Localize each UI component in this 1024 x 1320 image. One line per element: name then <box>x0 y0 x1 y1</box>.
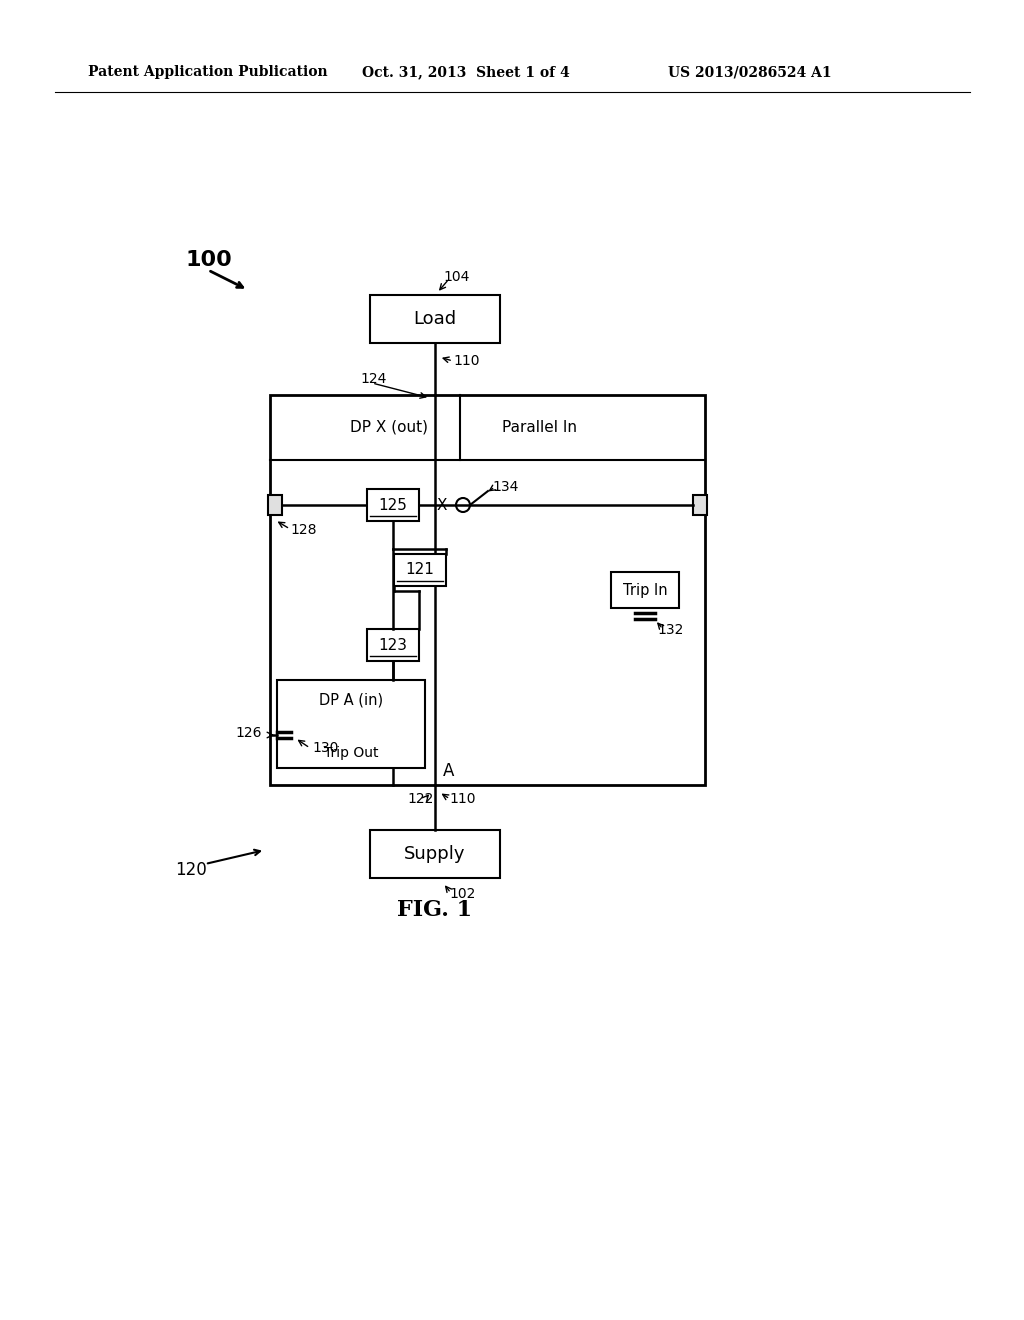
Text: 124: 124 <box>360 372 386 385</box>
Text: X: X <box>436 499 447 513</box>
Bar <box>367 630 419 661</box>
Text: 100: 100 <box>185 249 231 271</box>
Bar <box>394 554 446 586</box>
Text: 104: 104 <box>443 271 469 284</box>
Bar <box>693 495 707 515</box>
Text: 120: 120 <box>175 861 207 879</box>
Text: Load: Load <box>414 310 457 327</box>
Text: Trip In: Trip In <box>623 582 668 598</box>
Text: DP A (in): DP A (in) <box>318 693 383 708</box>
Text: A: A <box>443 762 455 780</box>
Text: 110: 110 <box>453 354 479 368</box>
Text: Oct. 31, 2013  Sheet 1 of 4: Oct. 31, 2013 Sheet 1 of 4 <box>362 65 569 79</box>
Bar <box>270 395 705 785</box>
Text: Patent Application Publication: Patent Application Publication <box>88 65 328 79</box>
Text: 126: 126 <box>234 726 261 741</box>
Bar <box>367 488 419 521</box>
Text: 123: 123 <box>379 638 408 652</box>
Text: US 2013/0286524 A1: US 2013/0286524 A1 <box>668 65 831 79</box>
Text: Trip Out: Trip Out <box>324 746 378 760</box>
Text: 134: 134 <box>492 480 518 494</box>
Text: 132: 132 <box>657 623 683 638</box>
Text: FIG. 1: FIG. 1 <box>397 899 472 921</box>
Text: 110: 110 <box>449 792 475 807</box>
Text: DP X (out): DP X (out) <box>350 420 428 436</box>
Text: 130: 130 <box>312 741 338 755</box>
Text: Supply: Supply <box>404 845 466 863</box>
Bar <box>370 294 500 343</box>
Bar <box>611 572 679 609</box>
Bar <box>278 680 425 768</box>
Bar <box>370 830 500 878</box>
Text: 102: 102 <box>449 887 475 902</box>
Text: 121: 121 <box>406 562 434 578</box>
Text: 122: 122 <box>407 792 433 807</box>
Text: 128: 128 <box>290 523 316 537</box>
Bar <box>268 495 282 515</box>
Text: 125: 125 <box>379 498 408 512</box>
Text: Parallel In: Parallel In <box>503 420 578 436</box>
